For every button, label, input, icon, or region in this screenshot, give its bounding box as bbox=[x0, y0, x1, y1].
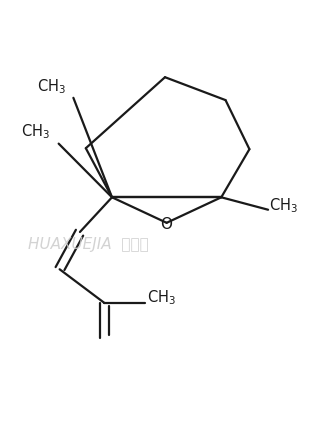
Text: HUAXUEJIA  化学家: HUAXUEJIA 化学家 bbox=[28, 236, 148, 252]
Text: CH$_3$: CH$_3$ bbox=[37, 78, 66, 96]
Text: O: O bbox=[160, 217, 172, 232]
Text: CH$_3$: CH$_3$ bbox=[269, 196, 298, 215]
Text: CH$_3$: CH$_3$ bbox=[147, 288, 176, 307]
Text: CH$_3$: CH$_3$ bbox=[21, 123, 50, 141]
